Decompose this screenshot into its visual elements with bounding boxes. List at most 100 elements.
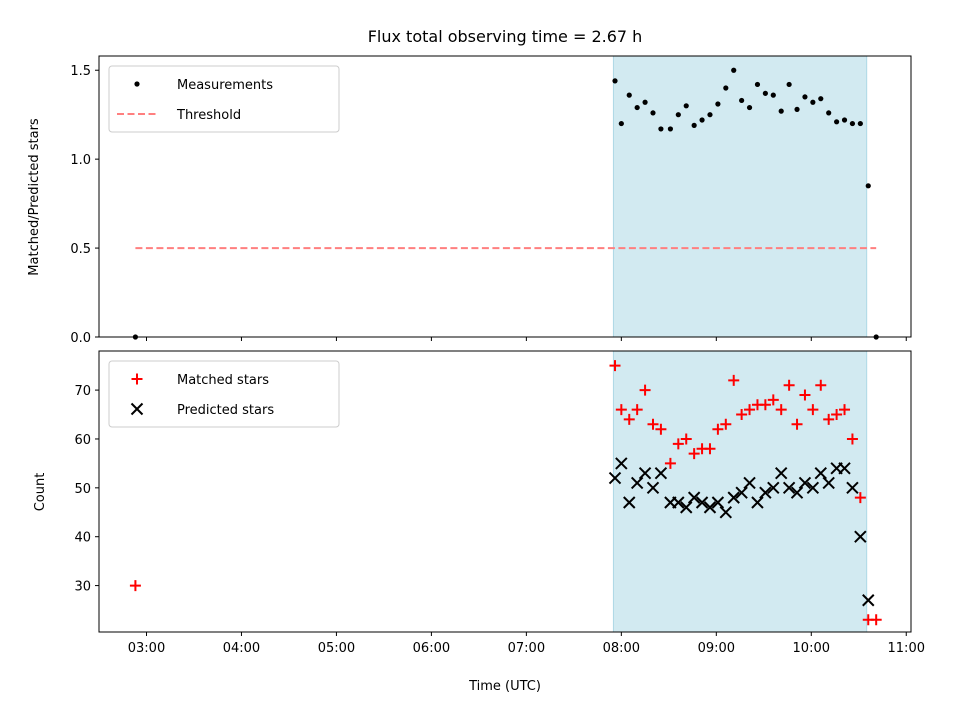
data-point: [639, 384, 651, 396]
data-point: [615, 404, 627, 416]
data-point: [790, 486, 804, 499]
data-point: [672, 496, 685, 509]
data-point: [775, 404, 787, 416]
series-measurements: [132, 67, 879, 340]
data-point: [857, 120, 863, 127]
legend-swatch: [130, 402, 144, 416]
data-point: [759, 399, 771, 411]
data-point: [846, 433, 858, 445]
data-point: [623, 496, 636, 509]
axes-frame: [98, 350, 912, 633]
data-point: [870, 614, 882, 626]
y-tick-label: 70: [74, 384, 91, 399]
data-point: [683, 103, 689, 109]
y-tick-label: 40: [74, 531, 91, 546]
series-predicted-stars: [608, 457, 875, 607]
data-point: [699, 117, 705, 123]
top-y-axis-label: Matched/Predicted stars: [27, 118, 42, 276]
data-point: [826, 110, 832, 116]
data-point: [834, 119, 840, 125]
data-point: [707, 112, 713, 118]
data-point: [630, 476, 644, 490]
data-point: [664, 457, 676, 469]
data-point: [715, 101, 721, 107]
data-point: [823, 413, 835, 425]
data-point: [667, 126, 674, 132]
data-point: [862, 594, 875, 607]
data-point: [129, 580, 141, 592]
data-point: [762, 90, 768, 96]
data-point: [839, 404, 851, 416]
x-tick-label: 04:00: [223, 641, 260, 656]
legend-label: Matched stars: [177, 373, 269, 388]
legend-label: Measurements: [177, 78, 273, 93]
data-point: [719, 506, 733, 519]
data-point: [744, 404, 756, 416]
data-point: [672, 438, 684, 450]
data-point: [783, 379, 795, 391]
x-tick-label: 08:00: [603, 641, 640, 656]
data-point: [612, 78, 618, 84]
data-point: [767, 481, 780, 495]
star-count-panel: 30 40 50 60 70 03:00 04:00 05:00 06:00 07:00 08:00…: [74, 350, 925, 656]
data-point: [810, 99, 816, 105]
data-point: [865, 183, 871, 189]
y-tick-label: 60: [74, 433, 91, 448]
data-point: [723, 85, 729, 91]
data-point: [609, 360, 621, 372]
data-point: [770, 92, 776, 98]
legend-swatch: [134, 81, 140, 87]
data-point: [608, 471, 622, 485]
data-point: [754, 81, 761, 88]
data-point: [807, 404, 819, 416]
data-point: [688, 448, 700, 460]
series-matched-stars: [129, 360, 882, 626]
data-point: [782, 481, 796, 495]
flux-ratio-panel: 0.0 0.5 1.0 1.5 Measurements Threshold: [70, 55, 912, 346]
data-point: [720, 418, 732, 430]
data-point: [798, 476, 812, 490]
data-point: [687, 491, 701, 504]
data-point: [728, 374, 740, 386]
data-point: [703, 501, 717, 514]
y-tick-label: 50: [74, 482, 91, 497]
data-point: [751, 496, 764, 509]
data-point: [831, 409, 843, 421]
y-tick-label: 1.0: [70, 153, 91, 168]
x-tick-label: 05:00: [318, 641, 355, 656]
data-point: [854, 530, 867, 543]
data-point: [759, 486, 772, 499]
data-point: [778, 108, 784, 114]
data-point: [799, 389, 811, 401]
legend-swatch: [131, 373, 143, 385]
data-point: [642, 99, 648, 105]
data-point: [704, 443, 716, 455]
x-tick-label: 09:00: [698, 641, 735, 656]
data-point: [646, 481, 660, 495]
legend-box: [108, 360, 340, 428]
legend-label: Threshold: [176, 108, 241, 123]
x-axis-label: Time (UTC): [468, 679, 541, 694]
bottom-y-axis-label: Count: [33, 473, 48, 512]
data-point: [680, 433, 692, 445]
data-point: [654, 466, 668, 480]
axes-frame: [98, 55, 912, 338]
data-point: [711, 496, 725, 509]
data-point: [638, 466, 652, 480]
data-point: [802, 94, 808, 100]
x-tick-label: 07:00: [508, 641, 545, 656]
x-tick-label: 10:00: [793, 641, 830, 656]
data-point: [849, 120, 856, 127]
data-point: [631, 404, 643, 416]
y-tick-label: 0.5: [70, 242, 91, 257]
data-point: [791, 418, 803, 430]
data-point: [655, 423, 667, 435]
legend: Matched stars Predicted stars: [108, 360, 340, 428]
data-point: [695, 496, 709, 509]
data-point: [818, 96, 824, 102]
data-point: [650, 110, 656, 116]
data-point: [838, 462, 851, 475]
data-point: [786, 81, 792, 88]
data-point: [675, 112, 681, 118]
